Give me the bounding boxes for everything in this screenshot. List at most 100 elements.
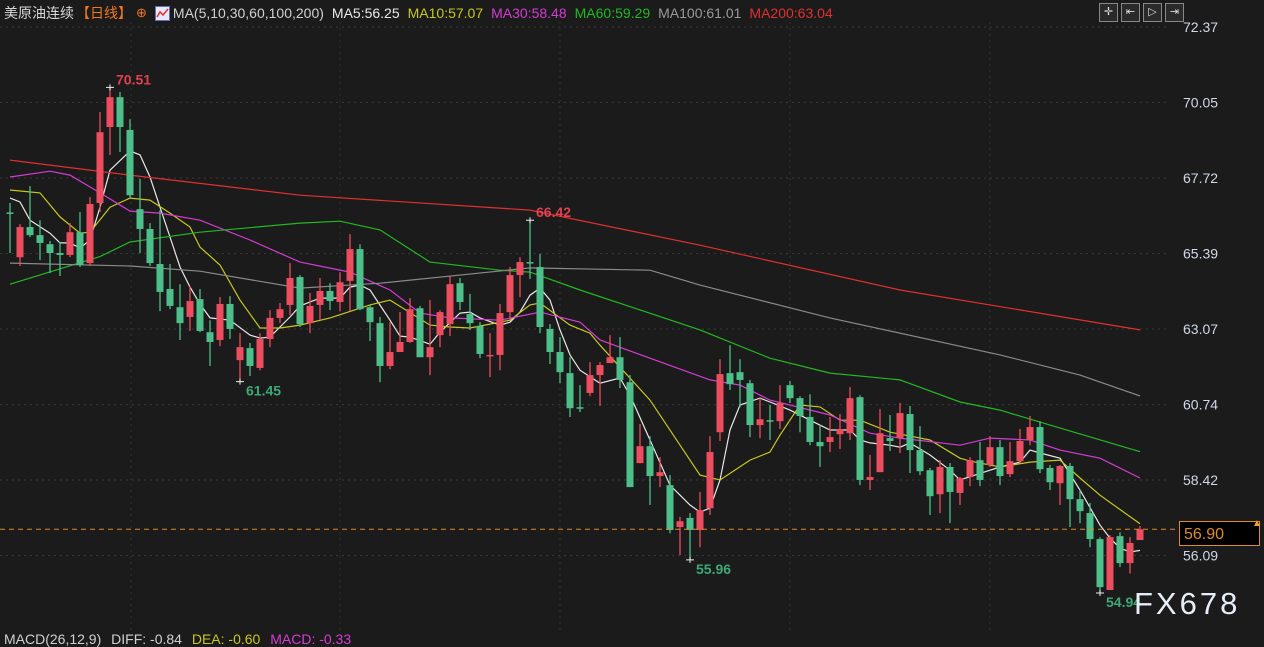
candle xyxy=(1126,537,1134,574)
candle xyxy=(486,333,494,378)
candle xyxy=(136,178,144,253)
candle xyxy=(716,359,724,441)
candle xyxy=(1046,465,1054,491)
candle-body xyxy=(466,314,474,324)
candle-body xyxy=(886,438,894,441)
candle-body xyxy=(666,485,674,530)
candles xyxy=(6,87,1144,593)
candle-body xyxy=(736,372,744,380)
play-forward-icon[interactable]: ▷ xyxy=(1143,3,1162,22)
candle xyxy=(346,234,354,312)
candle-body xyxy=(1116,536,1124,564)
candle xyxy=(436,310,444,348)
candle-body xyxy=(906,414,914,451)
watermark: FX678 xyxy=(1134,586,1241,621)
indicator-chart-icon[interactable] xyxy=(154,5,170,21)
extreme-label: 54.94 xyxy=(1106,594,1141,610)
candle xyxy=(966,457,974,487)
candle-body xyxy=(776,403,784,422)
candle xyxy=(666,475,674,534)
candle xyxy=(246,342,254,377)
fit-range-icon[interactable]: ⇤ xyxy=(1121,3,1140,22)
candle-body xyxy=(226,303,234,329)
candle xyxy=(526,220,534,279)
candle xyxy=(236,333,244,382)
ma10-value: MA10:57.07 xyxy=(407,5,484,21)
extreme-label: 61.45 xyxy=(246,383,281,399)
candle-body xyxy=(116,97,124,128)
candle-body xyxy=(106,97,114,128)
candle-body xyxy=(336,282,344,303)
candle xyxy=(576,385,584,413)
candle-body xyxy=(86,203,94,264)
candle xyxy=(266,310,274,348)
candle xyxy=(426,300,434,376)
candle xyxy=(656,457,664,488)
candle xyxy=(686,513,694,560)
candle-body xyxy=(596,365,604,376)
candle-body xyxy=(166,289,174,306)
candle xyxy=(226,296,234,340)
candle xyxy=(1056,465,1064,505)
candle-body xyxy=(216,303,224,341)
candle xyxy=(896,403,904,454)
candle-body xyxy=(486,354,494,357)
candle xyxy=(996,440,1004,486)
candle-body xyxy=(1096,539,1104,588)
candle-body xyxy=(726,373,734,385)
candle-body xyxy=(206,332,214,342)
candle-body xyxy=(856,397,864,480)
extreme-label: 55.96 xyxy=(696,561,731,577)
candle xyxy=(946,463,954,524)
period-selector[interactable]: 【日线】 xyxy=(76,5,132,21)
candle xyxy=(566,357,574,417)
candle xyxy=(626,375,634,488)
candle-body xyxy=(946,466,954,492)
candle xyxy=(156,210,164,312)
candle-body xyxy=(1136,529,1144,541)
candle xyxy=(616,337,624,389)
ma-params[interactable]: MA(5,10,30,60,100,200) xyxy=(172,5,324,21)
crosshair-icon[interactable]: ⊕ xyxy=(136,5,147,20)
candle-body xyxy=(36,235,44,243)
candle-body xyxy=(356,249,364,310)
y-tick-label: 56.09 xyxy=(1183,548,1218,564)
ma5-line xyxy=(9,150,1141,553)
candle xyxy=(556,337,564,384)
candle xyxy=(26,186,34,238)
candle xyxy=(916,426,924,476)
candle-body xyxy=(586,375,594,393)
candle-body xyxy=(446,284,454,325)
candle xyxy=(196,289,204,333)
price-alert-arrow-icon[interactable]: ▲ xyxy=(1252,518,1262,529)
candle xyxy=(1116,532,1124,567)
candle-body xyxy=(476,326,484,354)
candle xyxy=(886,415,894,452)
candle xyxy=(836,414,844,450)
candle xyxy=(1026,415,1034,446)
candle xyxy=(1136,526,1144,541)
candle xyxy=(1006,441,1014,478)
candle xyxy=(76,212,84,267)
candle-body xyxy=(316,290,324,305)
candle xyxy=(506,266,514,320)
candle-body xyxy=(606,357,614,364)
candle xyxy=(926,467,934,516)
scroll-right-icon[interactable]: ⇥ xyxy=(1165,3,1184,22)
candle xyxy=(276,302,284,324)
candle-body xyxy=(156,264,164,292)
candle-body xyxy=(426,347,434,358)
candle xyxy=(356,244,364,311)
crosshair-move-icon[interactable]: ✛ xyxy=(1099,3,1118,22)
candle-body xyxy=(1106,537,1114,591)
macd-params[interactable]: MACD(26,12,9) xyxy=(4,631,102,647)
candle-body xyxy=(76,232,84,266)
extreme-marker xyxy=(106,84,114,91)
candle-body xyxy=(816,441,824,447)
candle xyxy=(866,454,874,491)
candle xyxy=(636,424,644,464)
candle-body xyxy=(846,398,854,434)
ma30-line xyxy=(9,170,1141,479)
chart-legend-header: 美原油连续 【日线】 ⊕ MA(5,10,30,60,100,200) MA5:… xyxy=(4,4,841,22)
